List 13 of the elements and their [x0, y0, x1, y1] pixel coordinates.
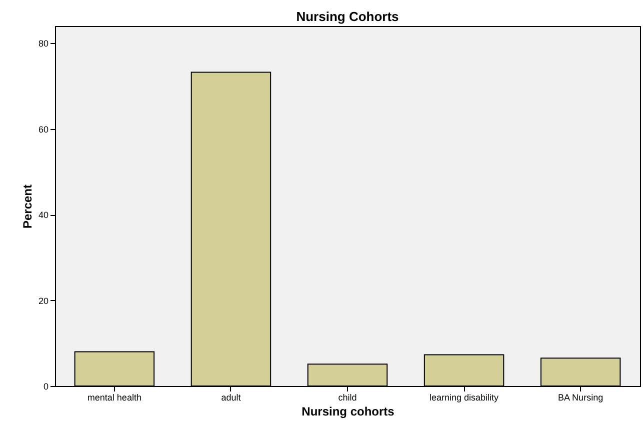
x-tick-label: child — [338, 392, 357, 402]
x-tick-label: mental health — [87, 392, 142, 402]
x-tick-label: learning disability — [430, 392, 500, 402]
x-axis-title: Nursing cohorts — [302, 404, 395, 418]
y-tick-label: 20 — [38, 296, 48, 306]
y-axis-title: Percent — [20, 184, 34, 229]
x-tick-label: adult — [221, 392, 242, 402]
y-tick-label: 40 — [38, 210, 48, 220]
y-tick-label: 60 — [38, 124, 48, 134]
y-tick-label: 0 — [43, 382, 48, 392]
x-tick-label: BA Nursing — [558, 392, 604, 402]
chart-title: Nursing Cohorts — [296, 9, 399, 24]
y-tick-label: 80 — [38, 38, 48, 49]
